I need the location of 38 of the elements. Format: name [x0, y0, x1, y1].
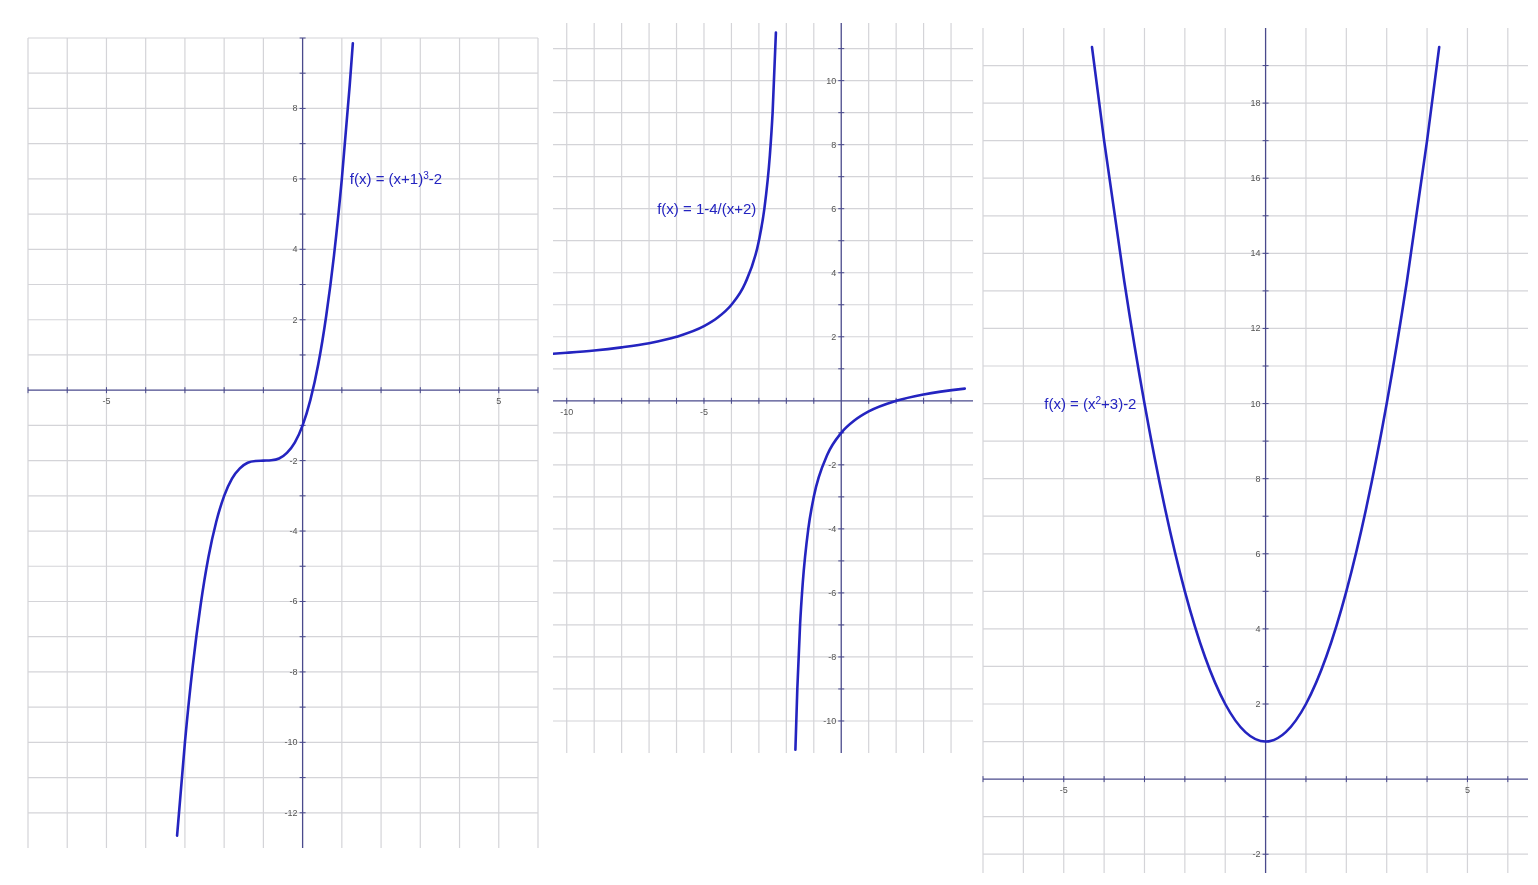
- y-tick-label: -4: [828, 523, 837, 534]
- y-tick-label: 10: [1250, 398, 1261, 409]
- x-tick-label: 5: [496, 396, 502, 407]
- series-label: f(x) = (x$^{2}$+3)-2: [1044, 394, 1137, 412]
- y-tick-label: 4: [831, 267, 837, 278]
- y-tick-label: 6: [1255, 548, 1261, 559]
- y-tick-label: 6: [831, 203, 837, 214]
- series-label: f(x) = (x+1)$^{3}$-2: [349, 169, 443, 187]
- y-tick-label: -10: [284, 737, 298, 748]
- y-tick-label: 12: [1250, 323, 1261, 334]
- x-tick-label: 5: [1464, 785, 1470, 796]
- y-tick-label: 14: [1250, 248, 1261, 259]
- y-tick-label: -6: [289, 596, 298, 607]
- y-tick-label: -2: [1252, 849, 1261, 860]
- y-tick-label: 8: [292, 103, 298, 114]
- y-tick-label: -8: [828, 651, 837, 662]
- y-tick-label: 2: [1255, 699, 1261, 709]
- y-tick-label: 2: [831, 331, 837, 342]
- y-tick-label: -2: [289, 455, 298, 466]
- y-tick-label: 4: [1255, 623, 1261, 634]
- y-tick-label: 18: [1250, 98, 1261, 109]
- y-tick-label: 16: [1250, 173, 1261, 184]
- y-tick-label: -2: [828, 459, 837, 470]
- y-tick-label: 6: [292, 173, 298, 184]
- series-label: f(x) = 1-4/(x+2): [657, 199, 757, 217]
- y-tick-label: -10: [823, 715, 837, 726]
- y-tick-label: 8: [1255, 473, 1261, 484]
- x-tick-label: -5: [1059, 785, 1068, 796]
- y-tick-label: 8: [831, 139, 837, 150]
- x-tick-label: -5: [699, 406, 708, 417]
- x-tick-label: -5: [102, 396, 111, 407]
- y-tick-label: 10: [826, 75, 837, 86]
- y-tick-label: 4: [292, 244, 298, 255]
- y-tick-label: -6: [828, 587, 837, 598]
- y-tick-label: 2: [292, 314, 298, 325]
- y-tick-label: -8: [289, 666, 298, 677]
- y-tick-label: -4: [289, 526, 298, 537]
- y-tick-label: -12: [284, 807, 298, 818]
